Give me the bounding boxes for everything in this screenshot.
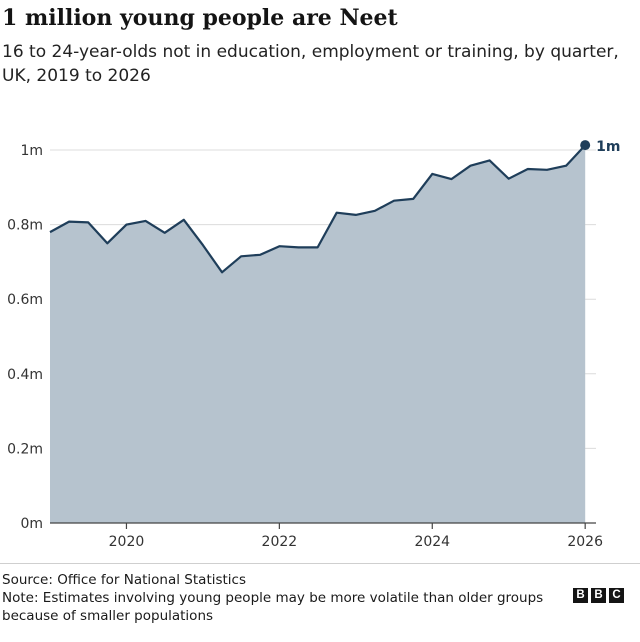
bbc-logo-letter: C (609, 588, 624, 603)
y-tick-label: 0m (20, 516, 43, 532)
x-tick-label: 2024 (414, 534, 450, 550)
labels: 1m (580, 139, 621, 155)
note-text: Note: Estimates involving young people m… (2, 590, 544, 624)
bbc-logo-letter: B (591, 588, 606, 603)
end-point-marker (580, 140, 591, 151)
chart-subtitle: 16 to 24-year-olds not in education, emp… (2, 42, 619, 86)
y-tick-label: 0.8m (7, 218, 43, 234)
area-chart: 0m 0.2m 0.4m 0.6m 0.8m 1m 2020 2022 2024 2026 1m (7, 139, 621, 550)
y-tick-label: 1m (20, 143, 43, 159)
x-tick-label: 2026 (567, 534, 603, 550)
series-line (49, 144, 587, 274)
footer: Source: Office for National Statistics N… (0, 563, 640, 624)
axes: 0m 0.2m 0.4m 0.6m 0.8m 1m 2020 2022 2024 2026 (7, 143, 603, 550)
y-tick-label: 0.4m (7, 367, 43, 383)
bbc-logo: B B C (573, 588, 624, 603)
x-tick-label: 2022 (262, 534, 298, 550)
x-tick-label: 2020 (109, 534, 145, 550)
end-point-label: 1m (596, 139, 620, 155)
source-text: Source: Office for National Statistics (2, 572, 247, 588)
area-layer (49, 144, 587, 523)
chart-title: 1 million young people are Neet (2, 5, 398, 31)
area-fill (50, 145, 586, 523)
y-tick-label: 0.6m (7, 292, 43, 308)
bbc-logo-letter: B (573, 588, 588, 603)
y-tick-label: 0.2m (7, 441, 43, 457)
